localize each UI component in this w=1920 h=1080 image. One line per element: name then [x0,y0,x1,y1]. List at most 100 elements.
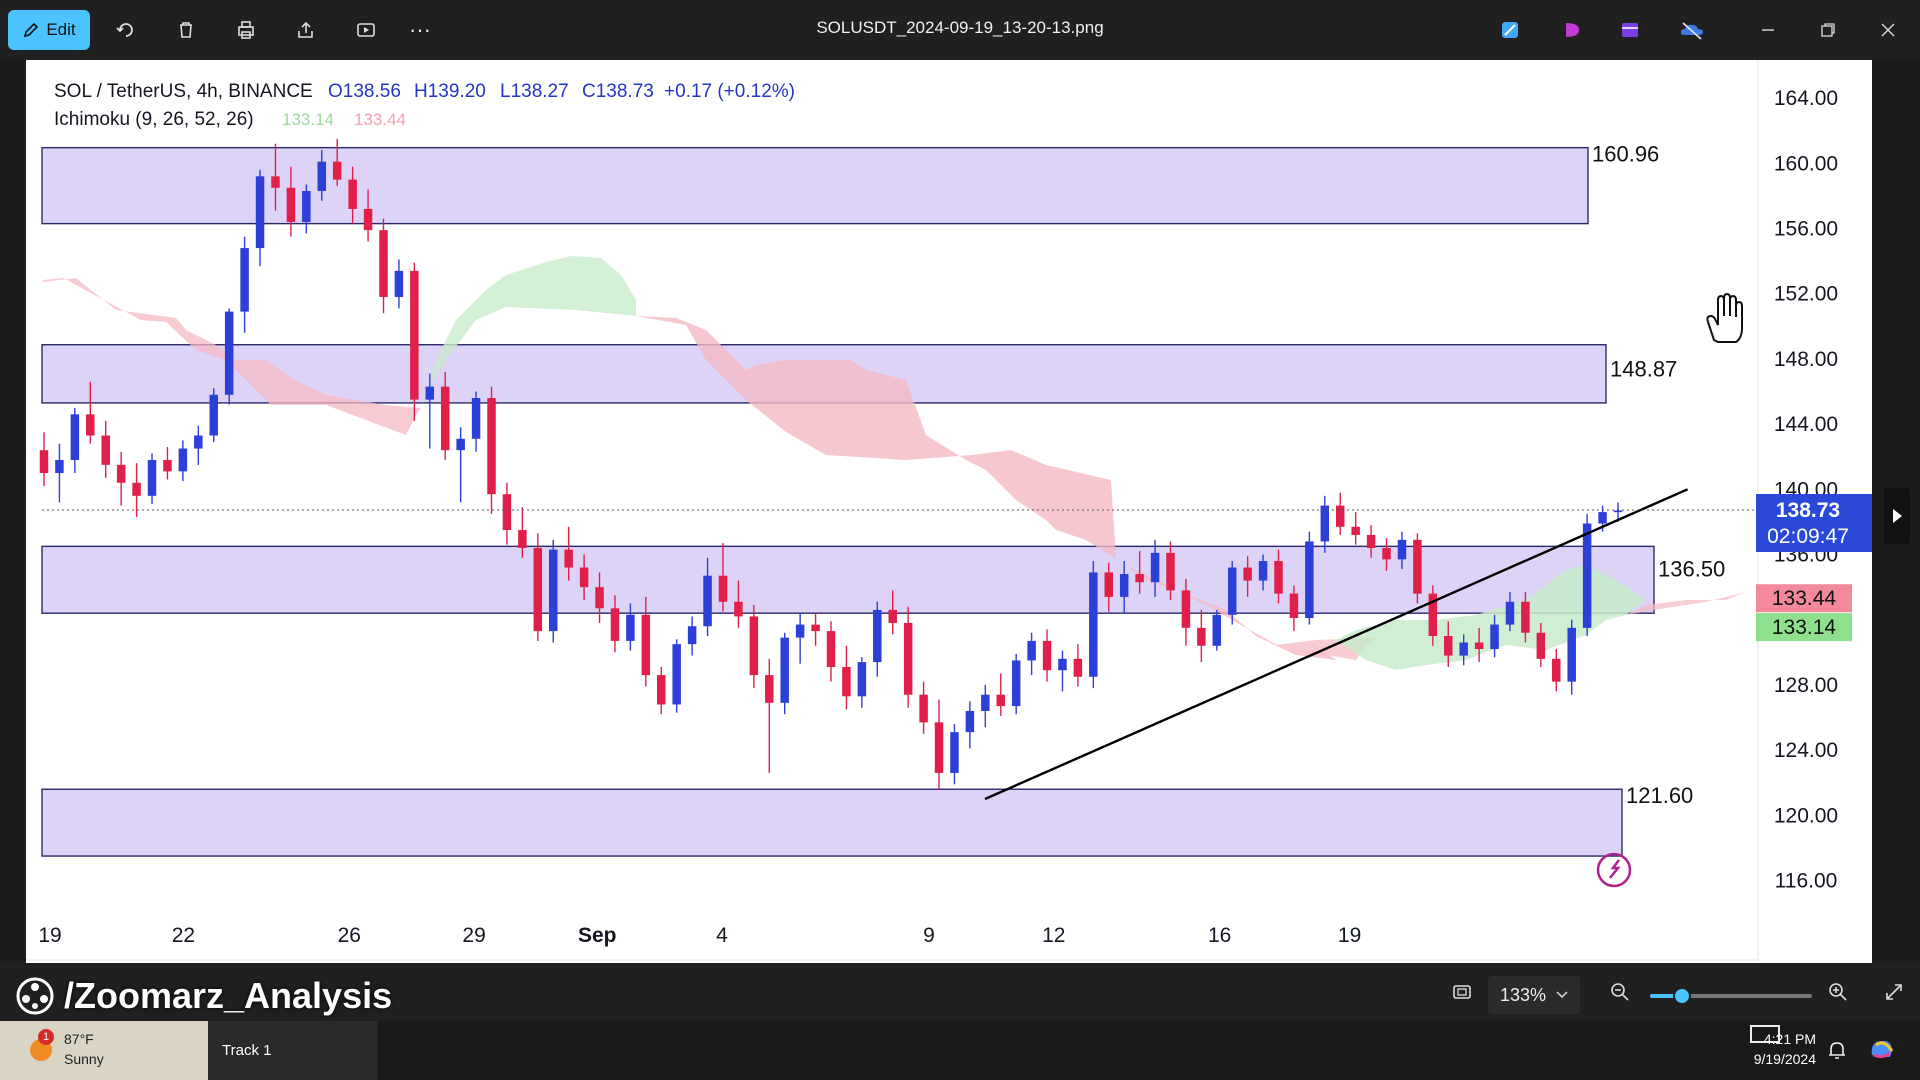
candle-body [996,694,1005,707]
candle-body [70,414,80,460]
ohlc-change: +0.17 (+0.12%) [664,81,795,102]
more-button[interactable]: ··· [409,17,431,42]
restore-button[interactable] [1810,10,1846,50]
candle-body [1181,590,1191,628]
notification-button[interactable] [1826,1039,1848,1066]
candle-body [1011,660,1021,707]
candle-body [1567,627,1576,682]
candle-body [1135,574,1144,583]
clipchamp-button[interactable] [1554,10,1590,50]
ichimoku-cloud-red-2 [636,316,1336,660]
copilot-button[interactable] [1866,1033,1898,1070]
candle-body [55,459,64,473]
image-canvas[interactable]: 160.96 148.87 136.50 121.60 164.00 160.00 156… [26,60,1872,963]
price-axis-tick: 120.00 [1774,804,1838,827]
full-screen-button[interactable] [1876,972,1912,1012]
candle-body [826,631,836,667]
zoom-slider[interactable] [1650,987,1812,1005]
candle-body [379,230,388,297]
candle-body [1459,642,1468,656]
tradingview-logo-icon [1596,852,1632,888]
zoom-in-button[interactable] [1820,972,1856,1012]
last-price-tag [1756,494,1872,553]
bell-icon [1829,1042,1845,1059]
weather-badge: 1 [38,1029,54,1045]
fit-to-window-button[interactable] [1444,972,1480,1012]
slideshow-button[interactable] [346,10,386,50]
candle-body [579,567,589,588]
zoom-out-button[interactable] [1602,972,1638,1012]
time-axis-tick: Sep [578,924,617,947]
candle-body [1613,510,1623,513]
track-label: Track 1 [222,1042,272,1059]
clock-time: 4:21 PM [1763,1031,1816,1047]
zoom-dropdown[interactable]: 133% [1488,976,1580,1014]
time-axis-tick: 4 [716,924,728,947]
candle-body [1212,614,1222,646]
candle-body [657,675,666,705]
candle-body [965,710,975,733]
candle-body [780,637,789,703]
candle-body [842,666,851,697]
candle-body [1243,567,1252,581]
photo-editor-button[interactable] [1492,10,1528,50]
candle-body [286,187,296,222]
candle-body [394,270,404,297]
candle-body [1366,534,1376,548]
onedrive-button[interactable] [1674,10,1710,50]
track-panel[interactable]: Track 1 [208,1021,378,1080]
price-axis-tick: 148.00 [1774,348,1838,371]
candle-body [595,587,604,609]
candle-body [224,311,234,395]
weather-temp: 87°F [64,1031,94,1047]
candle-body [1089,572,1098,677]
candle-body [564,549,573,568]
time-axis-tick: 16 [1208,924,1231,947]
candle-body [1382,547,1391,560]
candle-body [471,398,481,439]
time-axis-tick: 29 [462,924,485,947]
minimize-button[interactable] [1750,10,1786,50]
price-axis-tick: 156.00 [1774,218,1838,241]
share-button[interactable] [286,10,326,50]
price-chart[interactable]: 160.96 148.87 136.50 121.60 164.00 160.00 156… [26,60,1872,963]
candle-body [811,624,820,632]
side-panel-toggle-button[interactable] [1884,488,1910,544]
candle-body [1536,632,1546,659]
video-editor-icon [1622,23,1638,37]
rotate-button[interactable] [106,10,146,50]
taskbar-clock[interactable]: 4:21 PM 9/19/2024 [1754,1029,1816,1069]
candle-body [363,208,373,231]
edit-button[interactable]: Edit [8,10,90,50]
trendline[interactable] [984,488,1689,801]
edit-label: Edit [46,20,76,39]
candle-body [1413,539,1422,594]
close-button[interactable] [1870,10,1906,50]
candle-body [533,547,543,632]
candle-body [1351,526,1360,535]
zoom-value: 133% [1499,984,1547,1005]
candle-body [1521,601,1530,633]
delete-button[interactable] [166,10,206,50]
zone-price-label: 148.87 [1610,357,1677,382]
candle-body [749,616,759,676]
video-editor-button[interactable] [1612,10,1648,50]
candle-body [1428,593,1438,636]
price-axis-tick: 152.00 [1774,283,1838,306]
support-resistance-zone[interactable] [41,788,1623,857]
support-resistance-zone[interactable] [41,146,1589,225]
candle-body [240,248,249,312]
candle-body [981,694,990,711]
edit-icon [24,22,39,38]
candle-body [518,530,527,548]
time-axis-tick: 26 [338,924,361,947]
clipchamp-icon [1566,23,1579,37]
candle-body [1274,561,1283,594]
system-tray-box[interactable] [1750,1025,1780,1043]
support-resistance-zone[interactable] [41,545,1655,614]
bar-countdown: 02:09:47 [1767,525,1849,548]
candle-body [610,608,620,641]
print-button[interactable] [226,10,266,50]
zoom-slider-thumb[interactable] [1673,987,1691,1005]
weather-widget[interactable]: 1 87°F Sunny [0,1021,208,1080]
